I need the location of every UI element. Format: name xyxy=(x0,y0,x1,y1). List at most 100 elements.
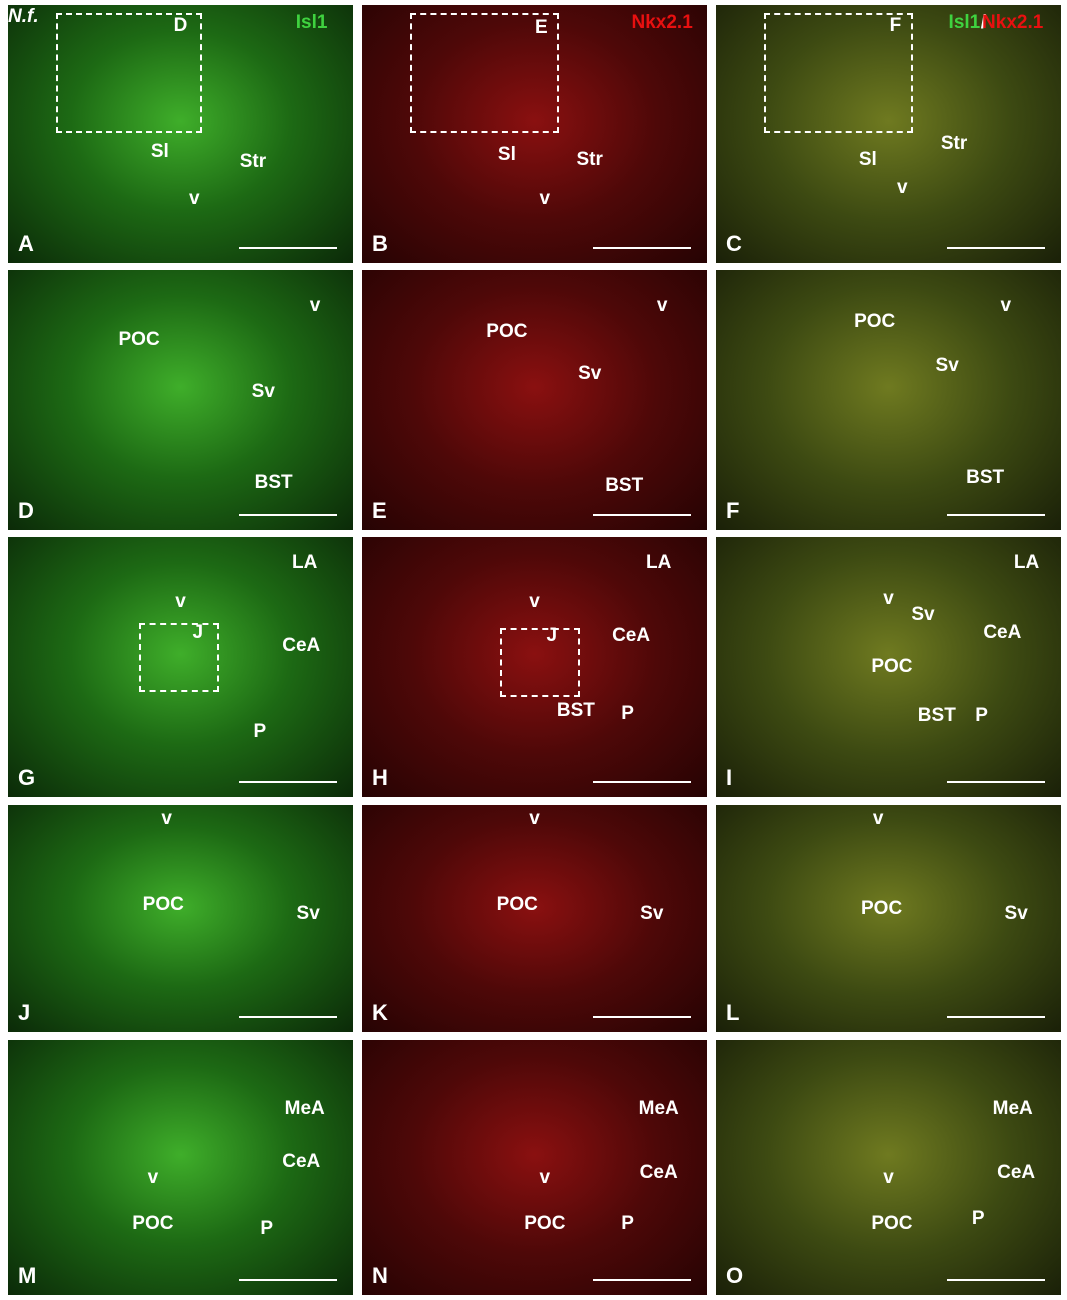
micrograph-panel: MeA CeA v POC P N xyxy=(362,1040,707,1295)
region-label: P xyxy=(260,1217,274,1239)
region-label: BST xyxy=(556,700,595,722)
region-label: P xyxy=(975,705,988,727)
micrograph-panel: Nkx2.1 E Sl Str v B xyxy=(362,5,707,263)
scale-bar xyxy=(593,247,691,249)
region-label: Isl1 xyxy=(295,12,328,34)
region-label: v xyxy=(897,177,908,199)
region-label: P xyxy=(621,1212,634,1234)
micrograph-panel: v POC Sv J xyxy=(8,805,353,1032)
region-label: POC xyxy=(132,1212,174,1234)
species-label: N.f. xyxy=(8,6,39,27)
region-label: POC xyxy=(854,311,896,332)
region-label: / xyxy=(980,12,987,34)
region-label: Isl1 xyxy=(948,12,981,34)
region-label: v xyxy=(872,807,884,829)
inset-box xyxy=(764,12,914,133)
region-label: CeA xyxy=(983,622,1022,644)
region-label: Str xyxy=(239,151,267,173)
micrograph-panel: v POC Sv BST F xyxy=(716,270,1061,530)
region-label: POC xyxy=(118,329,160,351)
region-label: v xyxy=(656,295,668,317)
region-label: P xyxy=(621,702,634,724)
region-label: Str xyxy=(576,148,603,170)
region-label: v xyxy=(883,588,894,610)
panel-letter: F xyxy=(726,498,740,523)
scale-bar xyxy=(239,1279,337,1281)
panel-letter: K xyxy=(372,1000,388,1025)
region-label: v xyxy=(161,807,172,829)
region-label: Sv xyxy=(578,363,602,384)
region-label: v xyxy=(539,1166,551,1188)
region-label: D xyxy=(173,14,188,36)
region-label: LA xyxy=(1013,552,1040,573)
scale-bar xyxy=(947,781,1045,783)
region-label: v xyxy=(175,591,186,612)
region-label: J xyxy=(192,622,204,644)
micrograph-panel: v POC Sv K xyxy=(362,805,707,1032)
scale-bar xyxy=(593,1279,691,1281)
panel-letter: M xyxy=(18,1263,37,1288)
region-label: v xyxy=(1000,295,1012,317)
inset-box xyxy=(410,12,560,133)
micrograph-panel: Isl1 D Sl Str v A xyxy=(8,5,353,263)
panel-letter: L xyxy=(726,1000,740,1025)
region-label: POC xyxy=(861,898,903,920)
micrograph-panel: LA v J CeA P G xyxy=(8,537,353,797)
region-label: LA xyxy=(292,552,318,573)
region-label: v xyxy=(529,591,540,612)
region-label: Sv xyxy=(1004,902,1028,924)
inset-box xyxy=(500,628,580,697)
scale-bar xyxy=(593,781,691,783)
region-label: BST xyxy=(966,467,1005,488)
region-label: v xyxy=(189,187,200,209)
region-label: POC xyxy=(496,893,538,915)
region-label: BST xyxy=(254,472,293,494)
region-label: E xyxy=(535,17,548,39)
panel-letter: J xyxy=(18,1000,31,1025)
region-label: CeA xyxy=(639,1161,678,1183)
scale-bar xyxy=(947,1279,1045,1281)
region-label: CeA xyxy=(612,624,651,646)
scale-bar xyxy=(239,247,337,249)
scale-bar xyxy=(239,1016,337,1018)
scale-bar xyxy=(593,514,691,516)
region-label: MeA xyxy=(284,1097,325,1119)
micrograph-panel: MeA CeA v POC P O xyxy=(716,1040,1061,1295)
region-label: Nkx2.1 xyxy=(631,12,693,34)
panel-letter: G xyxy=(18,765,36,790)
inset-box xyxy=(56,12,202,133)
scale-bar xyxy=(947,247,1045,249)
region-label: Sv xyxy=(911,604,935,625)
region-label: CeA xyxy=(282,1151,321,1173)
region-label: v xyxy=(883,1166,894,1188)
region-label: Sl xyxy=(497,143,516,165)
region-label: v xyxy=(309,295,321,317)
region-label: POC xyxy=(871,656,913,677)
region-label: v xyxy=(539,187,551,209)
region-label: Sv xyxy=(251,381,275,403)
micrograph-panel: v POC Sv BST D xyxy=(8,270,353,530)
region-label: MeA xyxy=(992,1097,1033,1119)
panel-letter: C xyxy=(726,231,742,256)
inset-box xyxy=(139,622,219,692)
scale-bar xyxy=(239,781,337,783)
region-label: Sl xyxy=(858,148,877,170)
scale-bar xyxy=(239,514,337,516)
region-label: POC xyxy=(871,1212,913,1234)
panel-letter: H xyxy=(372,765,388,790)
region-label: POC xyxy=(524,1212,566,1234)
micrograph-panel: v POC Sv BST E xyxy=(362,270,707,530)
panel-letter: O xyxy=(726,1263,744,1288)
region-label: J xyxy=(546,624,558,646)
panel-letter: D xyxy=(18,498,34,523)
region-label: F xyxy=(889,14,902,36)
micrograph-panel: v POC Sv L xyxy=(716,805,1061,1032)
micrograph-panel: MeA CeA v POC P M xyxy=(8,1040,353,1295)
region-label: Sv xyxy=(296,902,320,924)
region-label: LA xyxy=(646,552,672,573)
region-label: Nkx2.1 xyxy=(982,12,1044,34)
region-label: BST xyxy=(605,474,644,496)
scale-bar xyxy=(593,1016,691,1018)
region-label: CeA xyxy=(997,1161,1036,1183)
